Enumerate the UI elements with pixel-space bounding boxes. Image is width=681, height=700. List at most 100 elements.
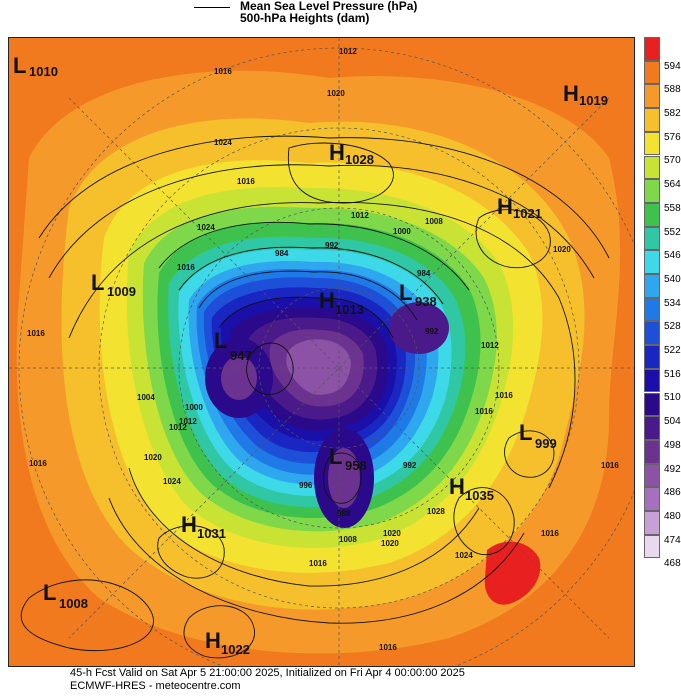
isobar-label: 1012 <box>481 341 499 350</box>
colorbar-label: 480 <box>664 510 681 522</box>
isobar-label: 984 <box>417 269 431 278</box>
source-credit-text: ECMWF-HRES - meteocentre.com <box>70 680 241 692</box>
pressure-center-type: L <box>214 328 227 353</box>
isobar-label: 1008 <box>425 217 443 226</box>
weather-map-canvas: L 1010 H 1019 H 1028 H 1021 L 1009 H 101… <box>9 38 634 666</box>
pressure-center-value: 1008 <box>59 596 88 611</box>
colorbar-label: 576 <box>664 131 681 143</box>
isobar-label: 1012 <box>351 211 369 220</box>
colorbar-cell <box>644 226 660 251</box>
pressure-center-type: L <box>519 420 532 445</box>
legend-mslp-label: Mean Sea Level Pressure (hPa) <box>240 0 418 13</box>
colorbar-label: 546 <box>664 250 681 262</box>
isobar-label: 1016 <box>29 459 47 468</box>
colorbar-cell <box>644 345 660 369</box>
colorbar-cell <box>644 534 660 559</box>
pressure-center-type: L <box>399 280 412 305</box>
colorbar-label: 570 <box>664 155 681 167</box>
colorbar-cell <box>644 60 660 85</box>
shading-594-patch <box>484 541 541 605</box>
shading-486 <box>286 339 351 395</box>
pressure-center-value: 1021 <box>513 206 542 221</box>
isobar-label: 1020 <box>381 539 399 548</box>
isobar-label: 1024 <box>214 138 232 147</box>
isobar-label: 1020 <box>383 529 401 538</box>
isobar-label: 1016 <box>309 559 327 568</box>
colorbar-cell <box>644 321 660 346</box>
isobar-label: 1016 <box>27 329 45 338</box>
forecast-validity-text: 45-h Fcst Valid on Sat Apr 5 21:00:00 20… <box>70 667 465 679</box>
isobars <box>20 135 610 659</box>
pressure-center-value: 947 <box>230 348 252 363</box>
pressure-center-type: H <box>181 512 197 537</box>
colorbar-label: 516 <box>664 368 681 380</box>
pressure-center-type: L <box>91 270 104 295</box>
isobar-label: 1016 <box>601 461 619 470</box>
legend-heights-label: 500-hPa Heights (dam) <box>240 11 370 25</box>
colorbar-cell <box>644 416 660 440</box>
pressure-center-value: 1019 <box>579 93 608 108</box>
pressure-center-value: 1013 <box>335 302 364 317</box>
shading-lobe-east <box>389 302 449 354</box>
isobar-label: 1016 <box>495 391 513 400</box>
isobar-label: 1020 <box>144 453 162 462</box>
pressure-center-value: 1022 <box>221 642 250 657</box>
isobar-legend-line <box>194 7 230 8</box>
colorbar-cell <box>644 511 660 535</box>
footer: 45-h Fcst Valid on Sat Apr 5 21:00:00 20… <box>70 667 465 693</box>
legend-text: Mean Sea Level Pressure (hPa) 500-hPa He… <box>240 0 417 24</box>
colorbar-cell <box>644 202 660 227</box>
pressure-center-value: 1010 <box>29 64 58 79</box>
colorbar-cell <box>644 368 660 393</box>
pressure-center-type: H <box>563 81 579 106</box>
colorbar-label: 498 <box>664 439 681 451</box>
pressure-center-value: 999 <box>535 436 557 451</box>
pressure-center-type: L <box>329 444 342 469</box>
colorbar-cell <box>644 487 660 511</box>
pressure-center-value: 1028 <box>345 152 374 167</box>
isobar-label: 1000 <box>393 227 411 236</box>
colorbar-cell <box>644 108 660 132</box>
colorbar-cell <box>644 297 660 322</box>
isobar-label: 1016 <box>541 529 559 538</box>
pressure-center-value: 1009 <box>107 284 136 299</box>
pressure-center-value: 958 <box>345 458 367 473</box>
colorbar-cell <box>644 439 660 464</box>
colorbar-cell <box>644 392 660 417</box>
isobar-labels: 1012 1016 1020 1024 1016 1012 1008 1000 … <box>27 47 619 652</box>
isobar-label: 1024 <box>197 223 215 232</box>
colorbar-label: 486 <box>664 487 681 499</box>
pressure-center-value: 938 <box>415 294 437 309</box>
colorbar-label: 528 <box>664 321 681 333</box>
colorbar-label: 492 <box>664 463 681 475</box>
colorbar-cell <box>644 131 660 156</box>
colorbar-label: 594 <box>664 60 681 72</box>
colorbar-cell <box>644 250 660 274</box>
colorbar-cell <box>644 179 660 203</box>
colorbar-label: 558 <box>664 202 681 214</box>
colorbar-label: 510 <box>664 392 681 404</box>
shading-lobe-west-core <box>221 356 257 400</box>
colorbar-cell <box>644 463 660 488</box>
isobar-label: 988 <box>337 509 351 518</box>
colorbar-label: 552 <box>664 226 681 238</box>
pressure-center-value: 1035 <box>465 488 494 503</box>
isobar-label: 992 <box>325 241 339 250</box>
pressure-center-type: H <box>319 288 335 313</box>
isobar-label: 1012 <box>179 417 197 426</box>
isobar-label: 1016 <box>214 67 232 76</box>
colorbar-label: 540 <box>664 273 681 285</box>
isobar-label: 1024 <box>455 551 473 560</box>
isobar-label: 1004 <box>137 393 155 402</box>
isobar-label: 1012 <box>169 423 187 432</box>
isobar-label: 996 <box>299 481 313 490</box>
colorbar-cell <box>644 84 660 109</box>
isobar-label: 1020 <box>327 89 345 98</box>
isobar-label: 1024 <box>163 477 181 486</box>
pressure-centers: L 1010 H 1019 H 1028 H 1021 L 1009 H 101… <box>13 53 608 657</box>
colorbar-label: 588 <box>664 84 681 96</box>
isobar-label: 1008 <box>339 535 357 544</box>
pressure-center-type: H <box>449 474 465 499</box>
isobar-label: 1028 <box>427 507 445 516</box>
pressure-center-type: H <box>329 140 345 165</box>
